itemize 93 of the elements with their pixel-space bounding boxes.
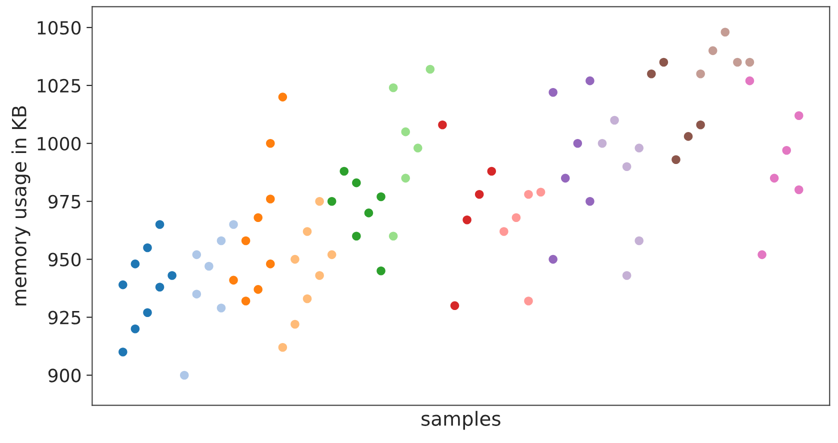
point xyxy=(204,262,214,271)
point xyxy=(180,370,189,380)
point xyxy=(586,76,594,86)
y-tick-label: 925 xyxy=(48,310,80,324)
point xyxy=(401,174,410,183)
point xyxy=(462,216,472,224)
point xyxy=(376,192,386,202)
point xyxy=(745,76,754,86)
point xyxy=(278,343,288,352)
point xyxy=(302,227,312,236)
point xyxy=(388,232,398,241)
point xyxy=(598,139,607,148)
point xyxy=(708,46,718,56)
point xyxy=(622,271,632,280)
point xyxy=(266,260,275,268)
point xyxy=(155,282,164,292)
point xyxy=(327,196,336,206)
point xyxy=(794,111,804,120)
point xyxy=(302,294,312,304)
point xyxy=(254,213,262,222)
point xyxy=(290,254,300,264)
point xyxy=(388,83,398,92)
point xyxy=(622,162,632,171)
point xyxy=(376,266,386,276)
point xyxy=(340,166,349,176)
y-tick-label: 1050 xyxy=(38,20,81,35)
point xyxy=(290,320,300,329)
point xyxy=(758,250,766,260)
point xyxy=(266,194,275,204)
point xyxy=(548,254,558,264)
point xyxy=(487,166,496,176)
point xyxy=(143,308,152,318)
point xyxy=(192,290,202,298)
point xyxy=(118,348,128,356)
y-tick-label: 900 xyxy=(48,368,81,382)
point xyxy=(474,190,484,199)
point xyxy=(118,280,128,290)
point xyxy=(130,260,140,268)
point xyxy=(684,132,693,141)
point xyxy=(266,139,275,148)
point xyxy=(241,236,250,246)
point xyxy=(130,324,140,334)
y-axis-title: memory usage in KB xyxy=(11,106,30,306)
point xyxy=(143,243,152,252)
y-tick-label: 1025 xyxy=(38,78,80,93)
point xyxy=(586,196,594,206)
point xyxy=(168,271,176,280)
point xyxy=(733,58,742,67)
point xyxy=(536,188,546,196)
point xyxy=(634,144,644,152)
point xyxy=(696,69,705,78)
point xyxy=(659,58,668,67)
point xyxy=(315,271,324,280)
point xyxy=(524,296,533,306)
point xyxy=(192,250,202,260)
point xyxy=(216,236,226,246)
point xyxy=(548,88,558,97)
point xyxy=(512,213,521,222)
point xyxy=(229,220,238,229)
point xyxy=(524,190,533,199)
point xyxy=(610,116,619,125)
y-tick-label: 1000 xyxy=(38,136,81,151)
point xyxy=(229,276,238,285)
point xyxy=(254,285,262,294)
point xyxy=(794,185,804,194)
point xyxy=(413,144,422,152)
point xyxy=(216,304,226,312)
point xyxy=(426,64,435,74)
point xyxy=(696,120,705,130)
point xyxy=(500,227,508,236)
point xyxy=(278,92,288,102)
point xyxy=(352,178,361,188)
y-tick-label: 975 xyxy=(48,194,80,208)
point xyxy=(401,127,410,136)
point xyxy=(560,174,570,183)
point xyxy=(782,146,791,155)
point xyxy=(720,28,730,37)
point xyxy=(155,220,164,229)
point xyxy=(438,120,447,130)
point xyxy=(647,69,656,78)
y-tick-label: 950 xyxy=(48,252,81,266)
point xyxy=(745,58,754,67)
x-axis-title: samples xyxy=(422,410,500,430)
point xyxy=(364,208,374,218)
point xyxy=(241,296,250,306)
point xyxy=(327,250,336,260)
point xyxy=(315,196,324,206)
point xyxy=(634,236,644,246)
point xyxy=(573,139,582,148)
point xyxy=(352,232,361,241)
point xyxy=(672,155,680,164)
point xyxy=(770,174,779,183)
point xyxy=(450,301,460,310)
